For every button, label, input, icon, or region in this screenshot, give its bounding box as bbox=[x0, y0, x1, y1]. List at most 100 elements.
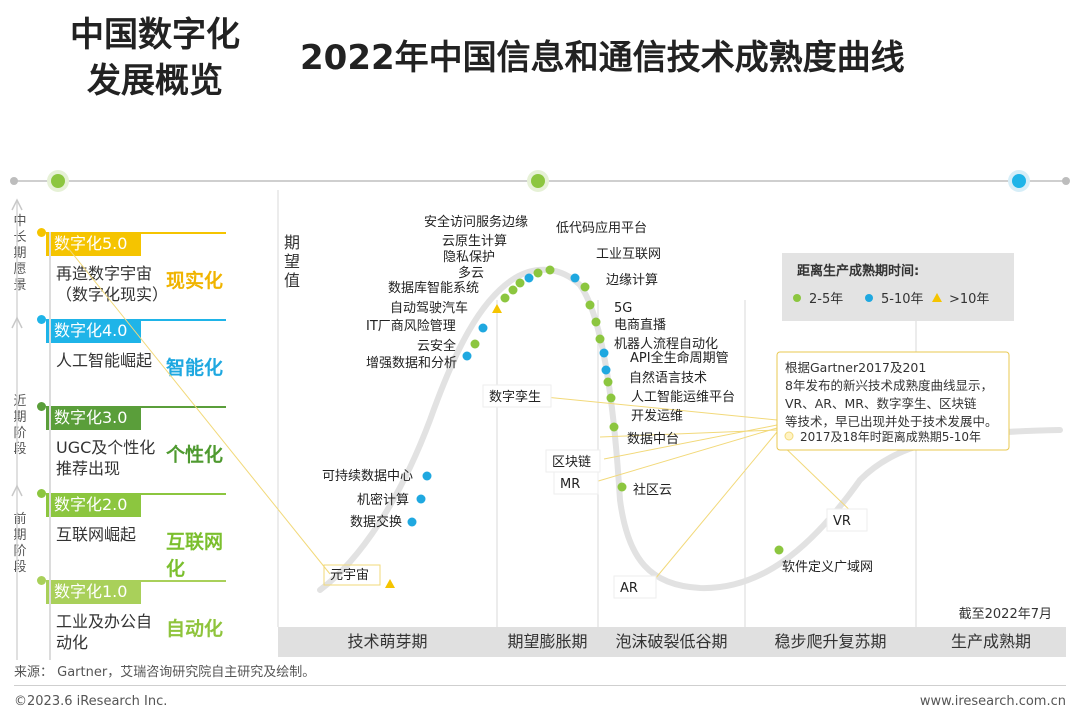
point-label-8: 数据库智能系统 bbox=[388, 280, 479, 296]
phase-label-3: 泡沫破裂低谷期 bbox=[615, 632, 728, 651]
point-label-19: API全生命周期管 bbox=[630, 350, 729, 366]
point-label-25: 软件定义广域网 bbox=[782, 560, 873, 575]
point-label-11: 云原生计算 bbox=[442, 234, 507, 249]
point-21 bbox=[603, 377, 613, 387]
leader-line-2 bbox=[594, 427, 778, 483]
phase-label-1: 技术萌芽期 bbox=[347, 632, 428, 651]
timeline-dot-end bbox=[1062, 177, 1070, 185]
point-label-13: 低代码应用平台 bbox=[556, 220, 647, 236]
stage-tag: 数字化2.0 bbox=[46, 493, 141, 517]
point-8 bbox=[500, 293, 510, 303]
point-label-7: 自动驾驶汽车 bbox=[390, 300, 468, 316]
stage-tag: 数字化4.0 bbox=[46, 319, 141, 343]
legend-label-1: 5-10年 bbox=[881, 292, 924, 307]
left-title-line2: 发展概览 bbox=[87, 61, 223, 101]
phase-band bbox=[278, 627, 1066, 657]
legend-marker-1 bbox=[865, 294, 873, 302]
point-10 bbox=[515, 278, 525, 288]
point-9 bbox=[508, 285, 518, 295]
point-17 bbox=[591, 317, 601, 327]
legend-label-0: 2-5年 bbox=[809, 292, 843, 307]
stage-dot bbox=[37, 576, 46, 585]
as-of-date: 截至2022年7月 bbox=[959, 607, 1052, 622]
point-label-4: 增强数据和分析 bbox=[366, 356, 457, 371]
annotation-line-1: 8年发布的新兴技术成熟度曲线显示， bbox=[785, 378, 993, 393]
data-points bbox=[385, 265, 784, 588]
point-13 bbox=[545, 265, 555, 275]
stage-description: 人工智能崛起 bbox=[56, 351, 153, 370]
stage-dot bbox=[37, 402, 46, 411]
stage-keyword: 自动化 bbox=[166, 618, 224, 640]
legend-box bbox=[782, 253, 1014, 321]
annotation-bullet bbox=[784, 431, 794, 441]
point-label-6: IT厂商风险管理 bbox=[366, 319, 456, 334]
boxed-label-0: 数字孪生 bbox=[489, 389, 541, 405]
leader-lines bbox=[59, 237, 861, 586]
stage-keyword: 现实化 bbox=[166, 270, 224, 292]
annotation-box bbox=[776, 351, 1010, 451]
point-label-0: 元宇宙 bbox=[330, 568, 369, 583]
legend-marker-2 bbox=[932, 293, 942, 302]
point-5 bbox=[470, 339, 480, 349]
boxed-label-3: AR bbox=[620, 581, 638, 596]
stage-box-3: 数字化3.0 UGC及个性化推荐出现 个性化 bbox=[37, 402, 226, 489]
point-23 bbox=[609, 422, 619, 432]
left-axis-arrow-low bbox=[11, 484, 23, 497]
timeline-node-1 bbox=[51, 174, 65, 188]
annotation-line-0: 根据Gartner2017及201 bbox=[785, 360, 926, 375]
point-label-24: 社区云 bbox=[633, 482, 672, 498]
point-1 bbox=[407, 517, 417, 527]
copyright: ©2023.6 iResearch Inc. bbox=[14, 694, 168, 709]
point-label-5: 云安全 bbox=[417, 338, 456, 354]
stage-tag: 数字化5.0 bbox=[46, 232, 141, 256]
point-15 bbox=[580, 282, 590, 292]
point-4 bbox=[462, 351, 472, 361]
stage-tag: 数字化3.0 bbox=[46, 406, 141, 430]
point-label-2: 机密计算 bbox=[357, 492, 409, 508]
annotation-text: 根据Gartner2017及201 8年发布的新兴技术成熟度曲线显示， VR、AR、… bbox=[785, 360, 998, 429]
point-22 bbox=[606, 393, 616, 403]
y-axis-label-char: 值 bbox=[284, 271, 300, 290]
point-24 bbox=[617, 482, 627, 492]
point-18 bbox=[595, 334, 605, 344]
stage-keyword: 智能化 bbox=[166, 357, 224, 379]
y-axis-label-char: 期 bbox=[284, 233, 300, 252]
svg-text:期望值: 期望值 bbox=[284, 233, 300, 290]
boxed-label-bg-4 bbox=[826, 508, 868, 532]
annotation-line-2: VR、AR、MR、数字孪生、区块链 bbox=[785, 396, 977, 411]
stage-keyword: 个性化 bbox=[166, 444, 224, 466]
legend-title: 距离生产成熟期时间: bbox=[797, 263, 919, 279]
timeline-dot-start bbox=[10, 177, 18, 185]
left-title-line1: 中国数字化 bbox=[70, 15, 240, 55]
phase-label-2: 期望膨胀期 bbox=[507, 632, 588, 651]
point-label-12: 安全访问服务边缘 bbox=[424, 214, 528, 230]
boxed-label-4: VR bbox=[833, 514, 851, 529]
leader-line-0 bbox=[544, 396, 778, 421]
left-axis-arrow-mid bbox=[11, 316, 23, 329]
point-label-box-0 bbox=[323, 564, 381, 586]
point-16 bbox=[585, 300, 595, 310]
boxed-label-bg-3 bbox=[613, 575, 657, 599]
boxed-label-2: MR bbox=[560, 477, 580, 492]
legend-label-2: >10年 bbox=[949, 292, 989, 307]
leader-line-5 bbox=[59, 237, 331, 575]
point-label-22: 开发运维 bbox=[631, 408, 683, 424]
hype-curve bbox=[317, 266, 1063, 593]
leader-line-3 bbox=[649, 431, 778, 586]
stage-box-5: 数字化5.0 再造数字宇宙（数字化现实） 现实化 bbox=[37, 228, 226, 315]
stage-dot bbox=[37, 489, 46, 498]
boxed-label-bg-2 bbox=[553, 471, 599, 495]
timeline-node-3 bbox=[1012, 174, 1026, 188]
boxed-label-1: 区块链 bbox=[552, 455, 591, 470]
stage-box-1: 数字化1.0 工业及办公自动化 自动化 bbox=[37, 576, 226, 663]
point-label-23: 数据中台 bbox=[627, 432, 679, 447]
stage-description: 工业及办公自动化 bbox=[56, 612, 153, 652]
point-label-3: 可持续数据中心 bbox=[322, 469, 413, 484]
point-19 bbox=[599, 348, 609, 358]
stage-tag: 数字化1.0 bbox=[46, 580, 141, 604]
annotation-line-3: 等技术，早已出现并处于技术发展中。 bbox=[785, 414, 998, 429]
stage-keyword: 互联网化 bbox=[166, 531, 224, 580]
boxed-label-bg-0 bbox=[482, 384, 552, 408]
point-label-16: 5G bbox=[614, 301, 632, 316]
